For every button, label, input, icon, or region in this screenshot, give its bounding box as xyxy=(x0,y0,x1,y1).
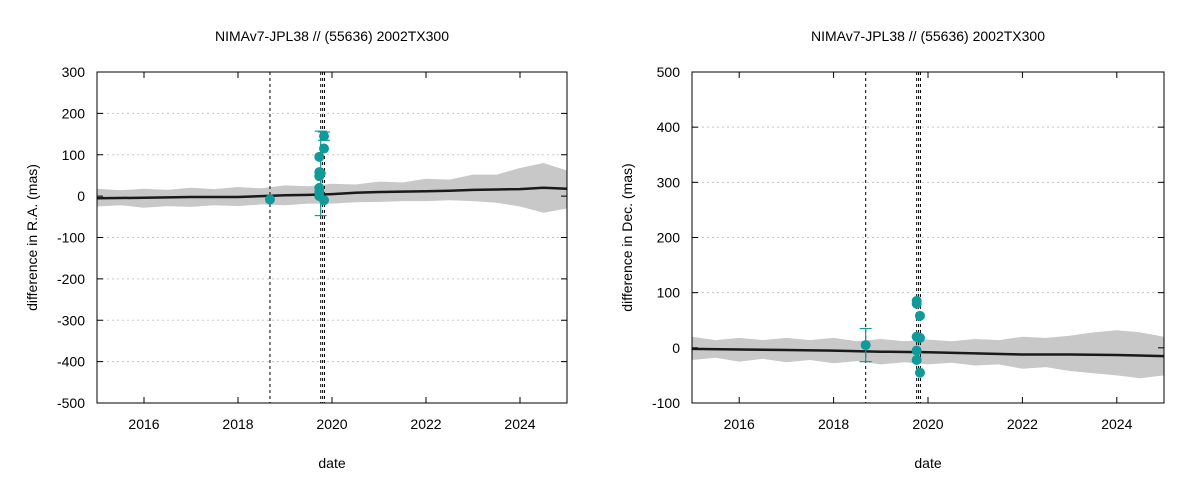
y-tick-label: 200 xyxy=(657,230,681,246)
data-point xyxy=(911,298,922,309)
x-tick-label: 2024 xyxy=(1101,416,1132,432)
data-point xyxy=(914,367,925,378)
y-tick-label: -500 xyxy=(57,395,85,411)
y-tick-label: -400 xyxy=(57,354,85,370)
y-tick-label: 300 xyxy=(657,174,681,190)
y-axis-label: difference in R.A. (mas) xyxy=(24,164,40,311)
x-tick-label: 2022 xyxy=(1007,416,1038,432)
uncertainty-band xyxy=(692,330,1164,379)
x-tick-label: 2018 xyxy=(818,416,849,432)
x-tick-label: 2016 xyxy=(724,416,755,432)
y-tick-label: -200 xyxy=(57,271,85,287)
y-tick-label: 100 xyxy=(62,147,86,163)
data-point xyxy=(914,310,925,321)
y-tick-label: 100 xyxy=(657,285,681,301)
chart-title: NIMAv7-JPL38 // (55636) 2002TX300 xyxy=(811,28,1045,44)
x-axis-label: date xyxy=(318,455,345,471)
data-point xyxy=(319,143,330,154)
data-point xyxy=(911,345,922,356)
x-tick-label: 2024 xyxy=(504,416,535,432)
y-tick-label: -100 xyxy=(652,395,680,411)
x-axis-label: date xyxy=(914,455,941,471)
y-tick-label: 300 xyxy=(62,64,86,80)
chart-panel-1: -500 -400 -300 -200 -100 0 100 200 300 2016 2018 20… xyxy=(24,28,568,471)
x-tick-label: 2016 xyxy=(128,416,159,432)
chart-title: NIMAv7-JPL38 // (55636) 2002TX300 xyxy=(215,28,449,44)
data-point xyxy=(264,194,275,205)
y-tick-label: 0 xyxy=(672,340,680,356)
y-tick-label: 200 xyxy=(62,105,86,121)
data-point xyxy=(914,332,925,343)
prediction-line xyxy=(692,347,1164,358)
y-tick-label: 500 xyxy=(657,64,681,80)
data-point xyxy=(319,195,330,206)
data-point xyxy=(319,131,330,142)
chart-panel-2: -100 0 100 200 300 400 500 2016 2018 2020 2022 2024… xyxy=(619,28,1165,471)
x-tick-label: 2022 xyxy=(410,416,441,432)
x-tick-label: 2020 xyxy=(316,416,347,432)
y-tick-label: -300 xyxy=(57,312,85,328)
x-tick-label: 2020 xyxy=(912,416,943,432)
uncertainty-band xyxy=(97,163,567,213)
data-point xyxy=(315,168,326,179)
prediction-line xyxy=(97,186,567,200)
y-tick-label: 400 xyxy=(657,119,681,135)
data-point xyxy=(911,354,922,365)
y-tick-label: -100 xyxy=(57,230,85,246)
y-tick-label: 0 xyxy=(77,188,85,204)
data-point xyxy=(860,340,871,351)
data-point xyxy=(314,151,325,162)
x-tick-label: 2018 xyxy=(222,416,253,432)
y-axis-label: difference in Dec. (mas) xyxy=(619,163,635,311)
